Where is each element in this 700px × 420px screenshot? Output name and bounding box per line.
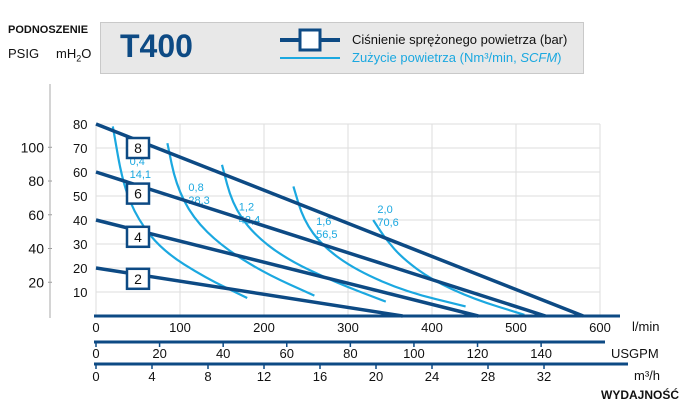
m3h-tick-label: 8: [204, 369, 211, 384]
pressure-line-8: [95, 122, 584, 318]
title-box: [100, 22, 584, 74]
usgpm-tick-label: 60: [280, 346, 294, 361]
pressure-marker-8: [125, 136, 151, 160]
mh2o-unit-sub: 2: [76, 53, 82, 64]
air-label-scfm: 56,5: [316, 229, 337, 241]
mh2o-tick-label: 30: [73, 237, 87, 252]
air-label-value: 1,2: [239, 201, 254, 213]
usgpm-tick-label: 20: [152, 346, 166, 361]
air-curve-1-6: [292, 186, 466, 308]
air-label-value: 2,0: [377, 204, 392, 216]
legend: [280, 28, 340, 59]
psig-tick-label: 100: [21, 139, 45, 155]
pressure-marker-2: [125, 267, 151, 291]
air-label-value: 0,8: [188, 182, 203, 194]
lmin-tick-label: 600: [589, 320, 611, 335]
usgpm-tick-label: 80: [343, 346, 357, 361]
air-curve-1-2: [220, 164, 387, 303]
mh2o-tick-label: 80: [73, 117, 87, 132]
mh2o-tick-label: 40: [73, 213, 87, 228]
air-curve-0-4: [111, 126, 248, 299]
chart-title: T400: [120, 28, 193, 64]
y-axis-title: PODNOSZENIE: [8, 24, 89, 36]
pressure-marker-6: [125, 182, 151, 205]
x-unit-lmin: l/min: [632, 319, 660, 334]
pressure-label-6: 6: [134, 186, 142, 202]
pressure-line-6: [95, 170, 546, 318]
x-unit-usgpm: USGPM: [611, 346, 659, 361]
lmin-tick-label: 100: [169, 320, 191, 335]
legend-pressure-text: Ciśnienie sprężonego powietrza (bar): [352, 32, 568, 47]
x-axis-title: WYDAJNOŚĆ: [601, 388, 680, 402]
m3h-tick-label: 28: [481, 369, 495, 384]
m3h-tick-label: 20: [369, 369, 383, 384]
psig-tick-label: 20: [28, 274, 44, 290]
mh2o-tick-label: 50: [73, 189, 87, 204]
m3h-tick-label: 12: [257, 369, 271, 384]
legend-air-italic: SCFM: [520, 50, 558, 65]
air-curve-0-8: [166, 142, 315, 297]
lmin-tick-label: 200: [253, 320, 275, 335]
usgpm-tick-label: 120: [467, 346, 489, 361]
air-label-scfm: 70,6: [377, 217, 398, 229]
pressure-lines: 8 6 4 2: [95, 122, 584, 318]
lmin-tick-label: 0: [92, 320, 99, 335]
m3h-tick-label: 0: [92, 369, 99, 384]
mh2o-tick-label: 20: [73, 261, 87, 276]
m3h-tick-label: 16: [313, 369, 327, 384]
usgpm-tick-label: 140: [530, 346, 552, 361]
legend-pressure-marker: [298, 28, 322, 52]
mh2o-unit-tail: O: [81, 46, 92, 61]
mh2o-tick-label: 10: [73, 285, 87, 300]
mh2o-tick-label: 60: [73, 165, 87, 180]
psig-tick-label: 40: [28, 241, 44, 257]
usgpm-tick-label: 100: [403, 346, 425, 361]
pressure-label-8: 8: [134, 140, 142, 156]
mh2o-tick-label: 70: [73, 141, 87, 156]
legend-air-suffix: ): [557, 50, 562, 65]
pressure-marker-4: [125, 225, 151, 249]
pressure-label-2: 2: [134, 271, 142, 287]
mh2o-unit: mH2O: [56, 46, 91, 64]
air-label-scfm: 14,1: [130, 169, 151, 181]
pressure-label-4: 4: [134, 229, 142, 245]
legend-air-prefix: Zużycie powietrza (Nm³/min,: [352, 50, 521, 65]
psig-tick-label: 60: [28, 207, 44, 223]
pressure-line-4: [95, 218, 479, 318]
m3h-tick-label: 4: [148, 369, 155, 384]
air-curve-2-0: [372, 219, 525, 316]
usgpm-tick-label: 40: [216, 346, 230, 361]
psig-tick-label: 80: [28, 173, 44, 189]
air-label-value: 1,6: [316, 216, 331, 228]
psig-unit: PSIG: [8, 46, 40, 61]
m3h-tick-label: 24: [425, 369, 439, 384]
lmin-tick-label: 400: [421, 320, 443, 335]
m3h-tick-label: 32: [537, 369, 551, 384]
legend-air-text: Zużycie powietrza (Nm³/min, SCFM): [352, 50, 562, 65]
x-unit-m3h: m³/h: [634, 368, 660, 383]
usgpm-tick-label: 0: [92, 346, 99, 361]
mh2o-unit-base: mH: [56, 46, 77, 61]
lmin-tick-label: 500: [505, 320, 527, 335]
lmin-tick-label: 300: [337, 320, 359, 335]
